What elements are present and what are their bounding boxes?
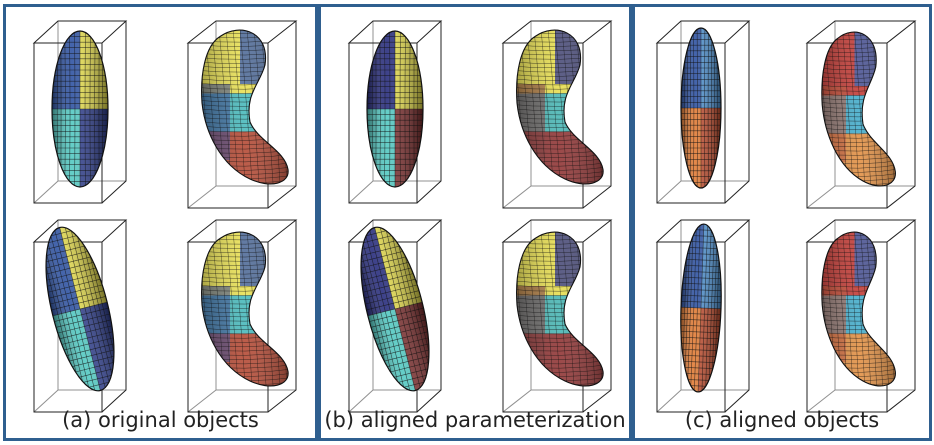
figure-aligned-parameterization bbox=[347, 20, 613, 413]
figure-original-objects bbox=[32, 20, 298, 413]
ellipsoid-surface bbox=[32, 220, 128, 398]
caption-original-objects: (a) original objects bbox=[62, 408, 259, 432]
bounding-box bbox=[186, 20, 298, 209]
ellipsoid-surface bbox=[347, 220, 443, 398]
panel-aligned-objects: (c) aligned objects bbox=[632, 4, 932, 441]
caption-aligned-parameterization: (b) aligned parameterization bbox=[324, 408, 626, 432]
ellipsoid-surface bbox=[52, 31, 108, 187]
panel-original-objects: (a) original objects bbox=[3, 4, 318, 441]
panel-aligned-parameterization: (b) aligned parameterization bbox=[318, 4, 632, 441]
caption-aligned-objects: (c) aligned objects bbox=[684, 408, 880, 432]
figure-aligned-objects bbox=[655, 20, 917, 413]
